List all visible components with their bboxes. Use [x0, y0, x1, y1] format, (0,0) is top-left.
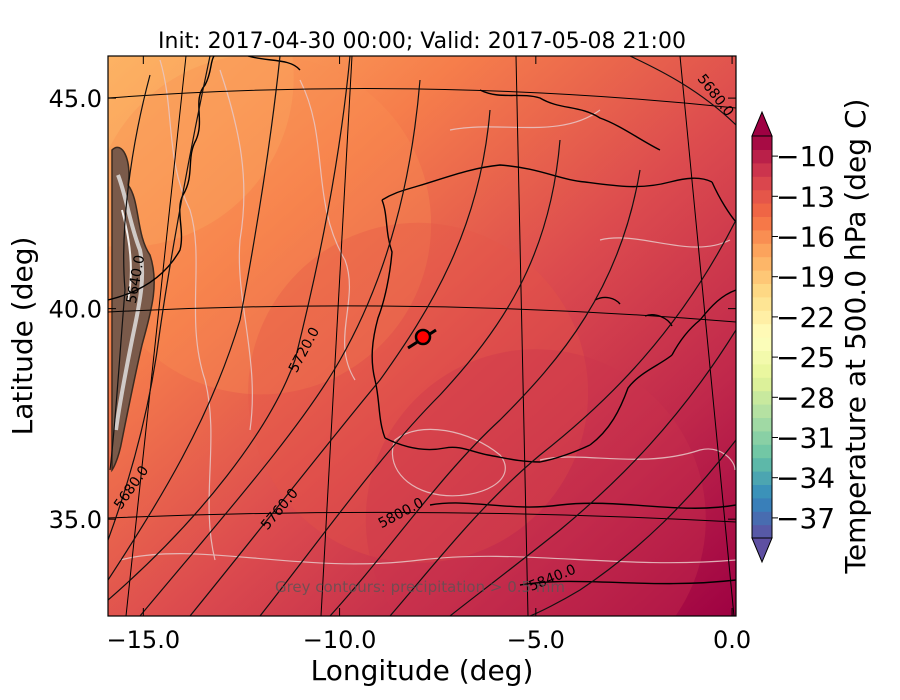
colorbar-segment: [752, 189, 772, 204]
y-tick-label: 40.0: [49, 296, 102, 324]
colorbar-segment: [752, 484, 772, 499]
colorbar-tick-label: −28: [776, 381, 835, 414]
colorbar-segment: [752, 390, 772, 405]
colorbar-tick-label: −31: [776, 422, 835, 455]
temperature-band-0: [108, 56, 294, 248]
colorbar-segment: [752, 524, 772, 539]
colorbar-tick-label: −22: [776, 301, 835, 334]
chart-title: Init: 2017-04-30 00:00; Valid: 2017-05-0…: [158, 29, 686, 54]
colorbar-extend-max: [751, 110, 773, 137]
colorbar-label: Temperature at 500.0 hPa (deg C): [839, 99, 872, 575]
coastlines: [108, 56, 736, 586]
x-axis-ticks: −15.0 −10.0 −5.0 0.0: [107, 56, 751, 654]
colorbar-segment: [752, 444, 772, 459]
location-marker: [407, 328, 437, 350]
colorbar-tick-label: −37: [776, 502, 835, 535]
colorbar-ticks: −10 −13 −16 −19 −22 −25 −28 −31 −34 −37: [772, 140, 835, 535]
colorbar-segment: [752, 136, 772, 150]
precipitation-note: Grey contours: precipitation > 0.5 mm: [275, 578, 565, 596]
colorbar-tick-label: −16: [776, 221, 835, 254]
colorbar-segment: [752, 270, 772, 284]
colorbar-segment: [752, 229, 772, 244]
colorbar-segment: [752, 283, 772, 298]
colorbar-segment: [752, 243, 772, 258]
colorbar-segment: [752, 296, 772, 311]
y-axis-label: Latitude (deg): [6, 237, 39, 436]
colorbar-segment: [752, 176, 772, 191]
precip-blob-west: [111, 146, 155, 473]
x-tick-label: 0.0: [713, 626, 751, 654]
colorbar: [751, 110, 773, 564]
colorbar-segment: [752, 511, 772, 526]
plot-frame: [107, 55, 737, 617]
temperature-band-1: [108, 56, 432, 395]
colorbar-segment: [752, 430, 772, 445]
grid-lines: [108, 56, 736, 616]
colorbar-segment: [752, 377, 772, 392]
colorbar-segment: [752, 471, 772, 485]
colorbar-segment: [752, 256, 772, 271]
colorbar-segment: [752, 404, 772, 418]
x-tick-label: −5.0: [507, 626, 565, 654]
temperature-bands: [108, 56, 706, 616]
colorbar-segment: [752, 310, 772, 325]
colorbar-tick-label: −13: [776, 180, 835, 213]
colorbar-tick-label: −25: [776, 341, 835, 374]
colorbar-segment: [752, 149, 772, 164]
temperature-band-2: [248, 222, 589, 563]
x-tick-label: −10.0: [303, 626, 377, 654]
colorbar-segment: [752, 337, 772, 351]
colorbar-tick-label: −10: [776, 140, 835, 173]
colorbar-segment: [752, 497, 772, 512]
colorbar-extend-min: [751, 537, 773, 564]
colorbar-segment: [752, 162, 772, 177]
precipitation-contours: [119, 59, 736, 565]
colorbar-segment: [752, 457, 772, 472]
colorbar-tick-label: −19: [776, 261, 835, 294]
y-axis-ticks: 35.0 40.0 45.0: [49, 85, 736, 534]
colorbar-tick-label: −34: [776, 462, 835, 495]
y-tick-label: 45.0: [49, 85, 102, 113]
y-tick-label: 35.0: [49, 506, 102, 534]
map-panel: 5640.0 5680.0 5680.0 5720.0 5760.0 5800.…: [108, 56, 736, 616]
x-tick-label: −15.0: [107, 626, 181, 654]
colorbar-segment: [752, 216, 772, 231]
x-axis-label: Longitude (deg): [311, 654, 534, 687]
colorbar-segment: [752, 417, 772, 432]
colorbar-outline: [751, 135, 773, 539]
height-contours: [108, 56, 736, 616]
colorbar-segment: [752, 323, 772, 338]
temperature-band-3: [365, 349, 706, 616]
colorbar-segment: [752, 363, 772, 378]
colorbar-segment: [752, 203, 772, 217]
colorbar-segment: [752, 350, 772, 365]
